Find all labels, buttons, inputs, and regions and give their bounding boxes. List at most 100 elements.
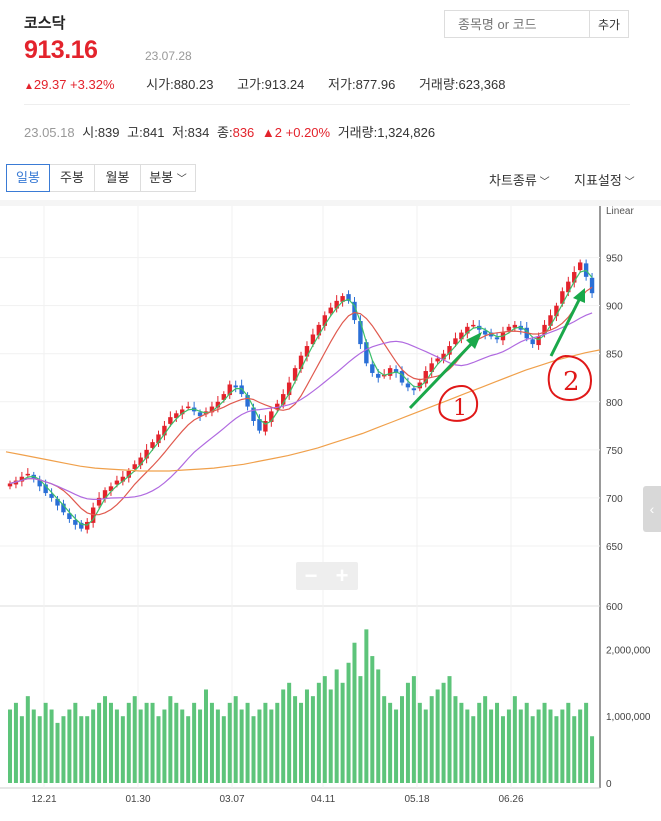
volume-bar <box>192 702 197 783</box>
volume-bar <box>227 702 232 783</box>
indicator-label: 지표설정 <box>574 173 622 188</box>
volume-bar <box>554 716 559 783</box>
volume-bar <box>221 716 226 783</box>
ma5-line <box>9 269 593 526</box>
candle <box>577 262 583 271</box>
volume-bar <box>251 716 256 783</box>
candle <box>275 403 280 410</box>
volume-bar <box>388 702 393 783</box>
chart-type-menu[interactable]: 차트종류 ﹀ <box>489 170 550 189</box>
candle <box>102 490 108 499</box>
volume-bar <box>55 722 60 783</box>
annotation-arrowhead <box>466 332 482 349</box>
annotation-circle <box>438 385 478 422</box>
current-price: 913.16 <box>24 36 98 64</box>
candle <box>174 413 179 419</box>
tab-daily[interactable]: 일봉 <box>6 164 50 192</box>
side-panel-toggle[interactable]: ‹ <box>643 486 661 532</box>
volume-bar <box>168 696 173 783</box>
candle <box>281 394 286 405</box>
zoom-out-button[interactable]: − <box>304 563 318 588</box>
candle <box>370 364 375 373</box>
volume-label: 거래량 <box>418 77 455 92</box>
volume-bar <box>411 676 416 783</box>
volume-bar <box>79 716 84 783</box>
candle <box>168 417 173 424</box>
add-button[interactable]: 추가 <box>589 10 629 38</box>
candle <box>340 296 345 302</box>
volume-bar <box>204 689 208 783</box>
high-value: 913.24 <box>264 77 305 92</box>
candle <box>482 330 488 335</box>
tab-weekly[interactable]: 주봉 <box>49 164 95 192</box>
y-tick-label: 850 <box>606 350 623 361</box>
stock-search-input[interactable] <box>444 10 590 38</box>
volume-bar <box>108 702 113 783</box>
volume-bar <box>483 696 488 783</box>
candle <box>358 321 363 345</box>
candle <box>132 464 137 470</box>
candle <box>465 326 470 334</box>
volume-bar <box>471 716 476 783</box>
volume-tick-label: 2,000,000 <box>606 645 651 656</box>
volume-bar <box>352 642 357 783</box>
volume-bar <box>364 629 369 783</box>
candle <box>304 346 310 357</box>
candle <box>120 476 126 482</box>
y-tick-label: 700 <box>606 494 623 505</box>
volume-bar <box>572 716 577 783</box>
tab-monthly[interactable]: 월봉 <box>94 164 141 192</box>
volume-bar <box>417 702 422 783</box>
candle <box>185 406 191 409</box>
volume-bar <box>85 716 90 783</box>
volume-bar <box>429 696 434 783</box>
volume-bar <box>495 702 500 783</box>
cursor-high-label: 고 <box>127 125 140 140</box>
open-value: 880.23 <box>173 77 214 92</box>
volume-bar <box>518 709 523 783</box>
volume-bar <box>174 702 179 783</box>
candle <box>417 382 423 389</box>
x-tick-label: 06.26 <box>498 794 523 805</box>
volume-bar <box>156 716 161 783</box>
volume-bar <box>512 696 517 783</box>
y-tick-label: 800 <box>606 398 623 409</box>
indicator-menu[interactable]: 지표설정 ﹀ <box>574 170 635 189</box>
candle <box>334 300 339 309</box>
volume-bar <box>376 669 381 783</box>
volume-bar <box>91 709 96 783</box>
volume-bar <box>536 709 541 783</box>
volume-bar <box>459 702 464 783</box>
price-chart[interactable]: Linear 12.21 01.30 03.07 04.11 05.18 06.26 950… <box>0 206 661 821</box>
candle <box>536 336 541 346</box>
y-tick-label: 900 <box>606 302 623 313</box>
candle <box>364 342 369 364</box>
low-label: 저가 <box>328 77 352 92</box>
volume-bar <box>590 736 595 783</box>
cursor-close-value: 836 <box>232 125 255 140</box>
tab-minute[interactable]: 분봉 ﹀ <box>140 164 196 192</box>
cursor-volume-label: 거래량 <box>337 125 374 140</box>
candle <box>387 368 393 376</box>
volume-bar <box>423 709 428 783</box>
volume-bar <box>334 669 339 783</box>
volume-bar <box>103 696 108 783</box>
volume-bar <box>67 709 72 783</box>
candle <box>453 338 458 345</box>
volume-bar <box>506 709 511 783</box>
low-value: 877.96 <box>355 77 396 92</box>
volume-bar <box>138 709 143 783</box>
ma60-line <box>9 312 593 501</box>
volume-bar <box>548 709 553 783</box>
volume-bar <box>186 716 191 783</box>
candle <box>328 307 333 314</box>
cursor-up-icon: ▲ <box>261 125 275 140</box>
cursor-high-value: 841 <box>142 125 165 140</box>
zoom-in-button[interactable]: + <box>335 563 349 588</box>
candle <box>126 470 131 478</box>
x-tick-label: 04.11 <box>311 794 336 805</box>
candle <box>459 332 464 340</box>
candle <box>393 369 399 373</box>
annotation-arrow <box>408 337 478 410</box>
x-tick-label: 03.07 <box>219 794 244 805</box>
